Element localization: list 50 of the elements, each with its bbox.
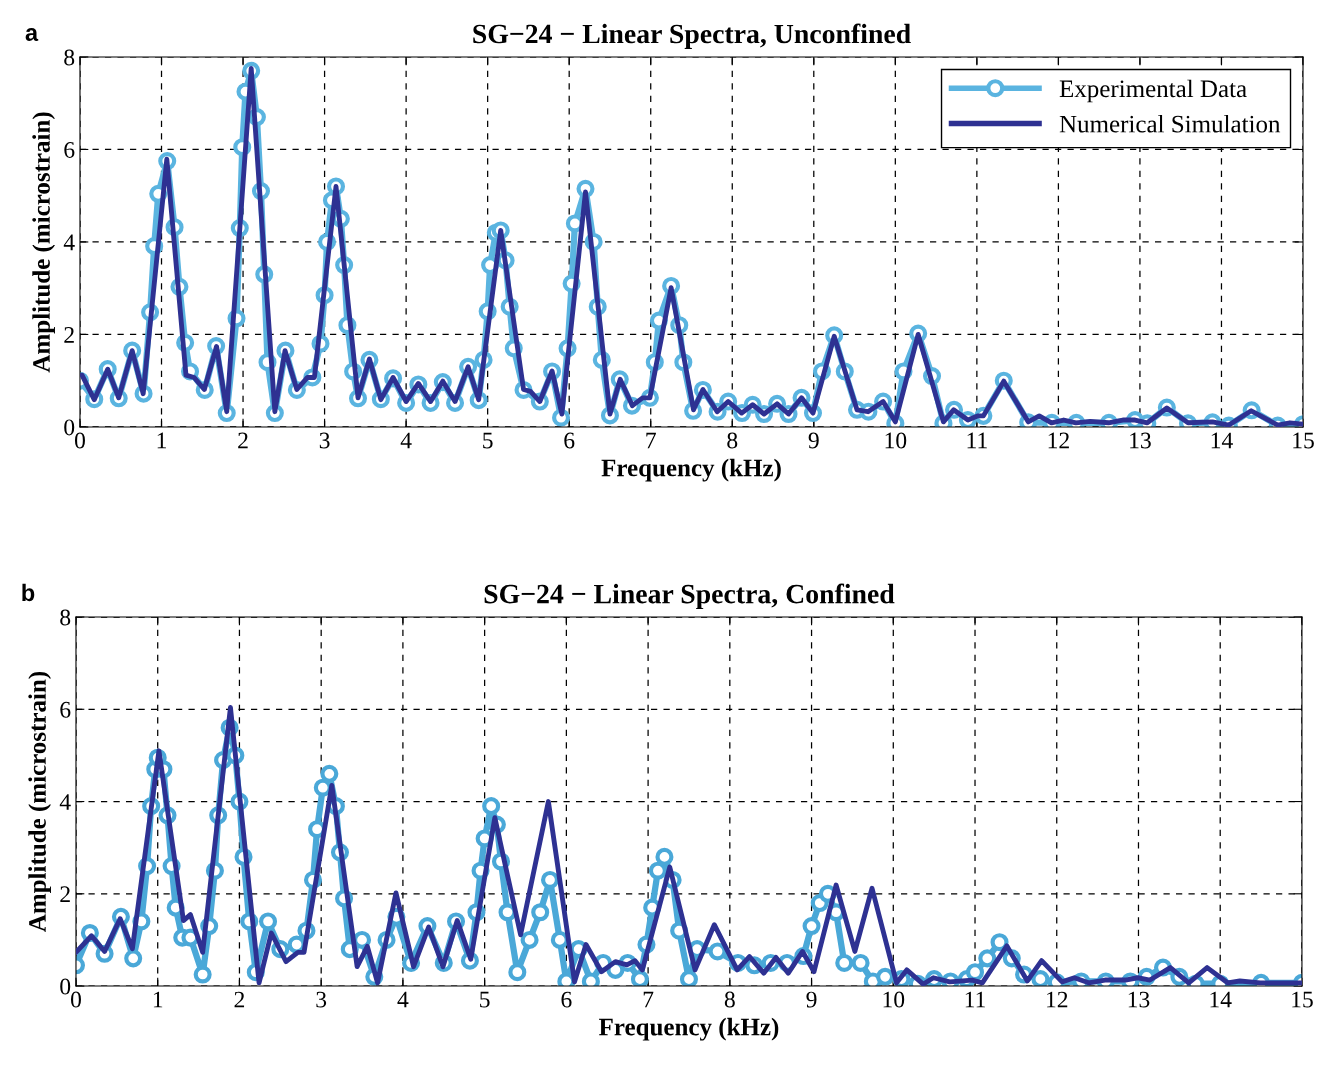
y-tick-label: 6 [60, 701, 71, 718]
y-axis-title: Amplitude (microstrain) [28, 671, 51, 932]
y-tick-label: 4 [63, 234, 75, 251]
x-tick-label: 11 [967, 432, 987, 449]
x-tick-label: 9 [806, 991, 817, 1008]
x-tick-label: 4 [397, 991, 409, 1008]
x-tick-label: 7 [646, 432, 656, 449]
x-tick-label: 11 [965, 991, 985, 1008]
x-tick-label: 3 [316, 991, 327, 1008]
x-tick-label: 14 [1211, 432, 1233, 449]
x-tick-label: 1 [157, 432, 166, 449]
y-axis-title: Amplitude (microstrain) [32, 112, 55, 373]
text: b [22, 583, 35, 602]
chart-title: SG−24 − Linear Spectra, Unconfined [473, 23, 911, 49]
y-tick-label: 2 [64, 327, 74, 343]
legend-label: Numerical Simulation [1059, 114, 1281, 133]
x-tick-label: 6 [561, 991, 572, 1008]
x-tick-label: 13 [1130, 432, 1151, 449]
x-tick-label: 2 [238, 432, 248, 449]
x-tick-label: 7 [643, 991, 654, 1008]
x-tick-label: 13 [1128, 991, 1150, 1008]
y-tick-label: 4 [59, 794, 71, 810]
x-tick-label: 8 [724, 991, 735, 1008]
y-tick-label: 8 [60, 609, 71, 626]
x-tick-label: 10 [883, 991, 905, 1008]
x-tick-label: 4 [400, 432, 412, 449]
legend-label: Experimental Data [1059, 79, 1247, 103]
x-tick-label: 5 [483, 432, 493, 449]
x-tick-label: 1 [153, 991, 163, 1008]
x-tick-label: 5 [480, 991, 490, 1008]
x-tick-label: 2 [234, 991, 245, 1008]
x-axis-title: Frequency (kHz) [599, 1017, 779, 1041]
x-tick-label: 6 [564, 432, 575, 449]
x-tick-label: 3 [319, 432, 330, 449]
y-tick-label: 0 [60, 978, 71, 995]
x-axis-title: Frequency (kHz) [601, 458, 781, 482]
text: a [25, 28, 39, 42]
x-tick-label: 9 [808, 432, 819, 449]
y-tick-label: 6 [64, 142, 75, 158]
x-tick-label: 14 [1210, 991, 1232, 1008]
x-tick-label: 15 [1292, 991, 1313, 1008]
x-tick-label: 12 [1048, 432, 1069, 449]
x-tick-label: 8 [727, 432, 738, 449]
x-tick-label: 10 [885, 432, 907, 449]
chart-title: SG−24 − Linear Spectra, Confined [484, 583, 895, 610]
x-tick-label: 15 [1293, 432, 1314, 449]
y-tick-label: 2 [60, 886, 70, 902]
y-tick-label: 0 [64, 419, 75, 436]
y-tick-label: 8 [64, 49, 75, 66]
x-tick-label: 12 [1047, 991, 1068, 1008]
